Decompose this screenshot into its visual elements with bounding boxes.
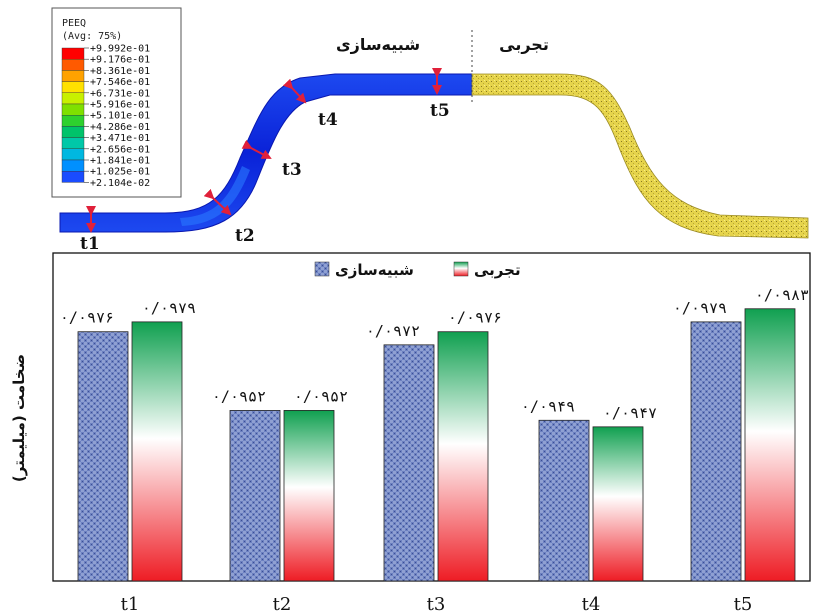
x-tick-t3: t3 [427, 594, 446, 615]
value-label-experiment-t2: ۰/۰۹۵۲ [294, 387, 348, 405]
value-label-experiment-t1: ۰/۰۹۷۹ [142, 299, 196, 317]
simulation-label: شبیه‌سازی [336, 35, 420, 54]
measure-arrows [86, 68, 442, 233]
contour-legend: PEEQ (Avg: 75%) +9.992e-01+9.176e-01+8.3… [51, 7, 182, 198]
y-axis-label: ضخامت (میلیمتر) [10, 354, 28, 482]
fig-label-t5: t5 [430, 101, 450, 121]
bar-simulation-t3 [383, 344, 435, 582]
x-tick-t2: t2 [273, 594, 292, 615]
contour-legend-title: PEEQ [62, 18, 86, 29]
contour-level-label-8: +3.471e-01 [90, 133, 150, 144]
fig-label-t4: t4 [318, 110, 338, 130]
legend-label-experiment: تجربی [474, 261, 521, 279]
x-tick-t5: t5 [734, 594, 753, 615]
bar-chart: ضخامت (میلیمتر) شبیه‌سازی تجربی ۰/۰۹۷۶۰/… [10, 252, 811, 615]
bar-experiment-t1 [131, 321, 183, 582]
contour-swatch-4 [61, 92, 85, 105]
contour-swatch-0 [61, 47, 85, 60]
contour-level-label-12: +2.104e-02 [90, 178, 150, 189]
arrow-t4 [282, 78, 307, 104]
value-label-experiment-t3: ۰/۰۹۷۶ [448, 309, 502, 327]
contour-swatch-2 [61, 70, 85, 82]
experiment-label: تجربی [499, 35, 549, 54]
contour-swatch-7 [61, 126, 85, 138]
value-label-simulation-t4: ۰/۰۹۴۹ [521, 397, 575, 415]
contour-level-label-9: +2.656e-01 [90, 144, 150, 155]
bar-simulation-t4 [538, 419, 590, 582]
bar-simulation-t1 [77, 331, 129, 582]
value-label-simulation-t3: ۰/۰۹۷۲ [366, 322, 420, 340]
contour-level-label-1: +9.176e-01 [90, 55, 150, 66]
value-label-experiment-t4: ۰/۰۹۴۷ [603, 404, 657, 422]
contour-swatch-11 [61, 170, 85, 183]
legend-swatch-simulation [314, 261, 330, 277]
experimental-part [471, 73, 809, 239]
bar-experiment-t4 [592, 426, 644, 582]
contour-legend-swatches [61, 47, 89, 183]
contour-level-label-2: +8.361e-01 [90, 66, 150, 77]
x-tick-labels: t1 t2 t3 t4 t5 [121, 594, 753, 615]
contour-level-label-11: +1.025e-01 [90, 167, 150, 178]
contour-swatch-5 [61, 103, 85, 116]
value-label-experiment-t5: ۰/۰۹۸۳ [755, 286, 809, 304]
fig-label-t1: t1 [80, 234, 100, 254]
bar-experiment-t5 [744, 308, 796, 582]
contour-swatch-10 [61, 159, 85, 172]
bars-group [77, 308, 796, 582]
x-tick-t4: t4 [582, 594, 601, 615]
bar-values-group: ۰/۰۹۷۶ ۰/۰۹۷۹ ۰/۰۹۵۲ ۰/۰۹۵۲ ۰/۰۹۷۲ ۰/۰۹۷۶ ۰/۰۹… [60, 286, 809, 422]
contour-level-label-6: +5.101e-01 [90, 111, 150, 122]
contour-swatch-8 [61, 137, 85, 150]
contour-legend-values: +9.992e-01+9.176e-01+8.361e-01+7.546e-01… [90, 44, 150, 189]
value-label-simulation-t2: ۰/۰۹۵۲ [212, 387, 266, 405]
chart-legend: شبیه‌سازی تجربی [314, 261, 521, 279]
contour-level-label-5: +5.916e-01 [90, 100, 150, 111]
contour-level-label-3: +7.546e-01 [90, 77, 150, 88]
contour-swatch-6 [61, 114, 85, 127]
value-label-simulation-t5: ۰/۰۹۷۹ [673, 299, 727, 317]
bar-experiment-t3 [437, 331, 489, 582]
legend-swatch-experiment [453, 261, 469, 277]
contour-level-label-0: +9.992e-01 [90, 44, 150, 55]
contour-swatch-1 [61, 59, 85, 71]
arrow-t2 [203, 188, 232, 216]
contour-level-label-7: +4.286e-01 [90, 122, 150, 133]
fig-label-t2: t2 [235, 226, 255, 246]
legend-label-simulation: شبیه‌سازی [335, 261, 414, 279]
contour-level-label-4: +6.731e-01 [90, 88, 150, 99]
x-tick-t1: t1 [121, 594, 140, 615]
value-label-simulation-t1: ۰/۰۹۷۶ [60, 309, 114, 327]
fe-figure: شبیه‌سازی تجربی t1 t2 t3 t4 t5 PEEQ (Avg… [51, 7, 809, 254]
fig-label-t3: t3 [282, 160, 302, 180]
contour-legend-subtitle: (Avg: 75%) [62, 31, 122, 42]
contour-swatch-3 [61, 81, 85, 93]
arrow-t3 [241, 139, 272, 159]
contour-level-label-10: +1.841e-01 [90, 156, 150, 167]
bar-simulation-t2 [229, 410, 281, 582]
bar-simulation-t5 [690, 321, 742, 582]
bar-experiment-t2 [283, 410, 335, 582]
contour-swatch-9 [61, 148, 85, 161]
